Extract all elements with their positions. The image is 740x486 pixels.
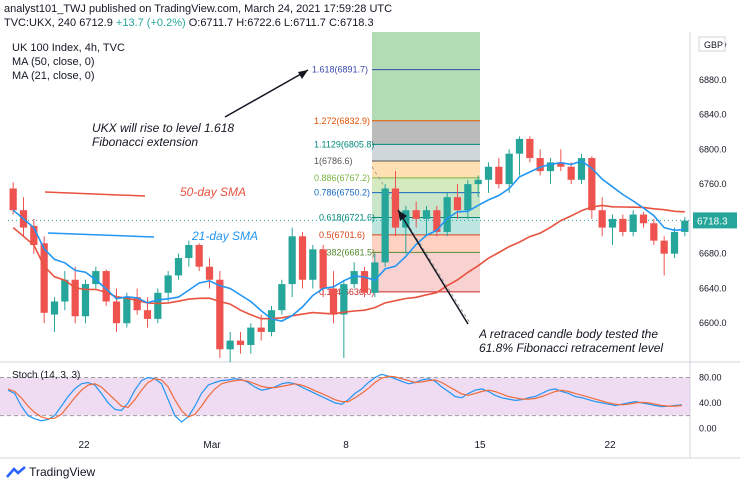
candle-body (671, 232, 678, 254)
stoch-tick-label: 80.00 (699, 372, 722, 382)
candle-body (433, 210, 440, 232)
candle-body (258, 328, 265, 332)
candle-body (206, 267, 213, 280)
candle-body (175, 258, 182, 275)
candle-body (506, 154, 513, 184)
candle-body (650, 223, 657, 240)
candle-body (299, 236, 306, 279)
chart-legend: UK 100 Index, 4h, TVC MA (50, close, 0) … (12, 41, 125, 83)
footer: TradingView (0, 458, 740, 486)
price-tick-label: 6800.0 (699, 144, 727, 154)
candle-body (309, 249, 316, 279)
time-tick-label: 15 (474, 440, 486, 451)
price-tick-label: 6680.0 (699, 249, 727, 259)
stoch-title: Stoch (14, 3, 3) (12, 370, 80, 381)
fib-label: 0.886(6767.2) (314, 173, 370, 183)
candle-body (247, 328, 254, 345)
legend-ma21: MA (21, close, 0) (12, 69, 125, 83)
candle-body (51, 301, 58, 314)
candle-body (516, 139, 523, 154)
price-tick-label: 6640.0 (699, 283, 727, 293)
candle-body (464, 184, 471, 210)
fib-label: 1.1129(6805.8) (314, 139, 374, 149)
fib-label: 0.382(6681.5) (319, 247, 375, 257)
fib-zone-1272 (372, 121, 480, 145)
candle-body (444, 197, 451, 232)
fib-label: 1.618(6891.7) (312, 65, 368, 75)
candle-body (196, 245, 203, 267)
price-tick-label: 6840.0 (699, 110, 727, 120)
price-tick-label: 6880.0 (699, 75, 727, 85)
time-tick-label: Mar (203, 440, 221, 451)
candle-body (154, 293, 161, 319)
fib-label: 0.618(6721.6) (319, 213, 375, 223)
annotation-retrace: A retraced candle body tested the 61.8% … (479, 327, 679, 357)
fib-zone-1 (372, 161, 480, 178)
time-tick-label: 22 (78, 440, 90, 451)
candle-body (599, 210, 606, 227)
candle-body (423, 210, 430, 219)
candle-body (340, 284, 347, 314)
candle-body (392, 188, 399, 227)
candle-body (320, 249, 327, 288)
candle-body (640, 215, 647, 224)
candle-body (289, 236, 296, 284)
fib-zone-top (372, 32, 480, 121)
fib-label: 0.786(6750.2) (314, 188, 370, 198)
price-tick-label: 6600.0 (699, 318, 727, 328)
fib-label: 0.5(6701.6) (319, 230, 365, 240)
fib-zone-1129 (372, 144, 480, 161)
candle-body (619, 219, 626, 232)
candle-body (609, 219, 616, 228)
fib-label: 1.272(6832.9) (314, 116, 370, 126)
currency-label: GBP (704, 40, 723, 50)
legend-title: UK 100 Index, 4h, TVC (12, 41, 125, 55)
candle-body (268, 310, 275, 332)
tradingview-logo[interactable]: TradingView (6, 464, 95, 479)
tradingview-brand: TradingView (29, 465, 95, 479)
stoch-tick-label: 0.00 (699, 423, 717, 433)
candle-body (41, 243, 48, 313)
annotation-rise: UKX will rise to level 1.618 Fibonacci e… (92, 121, 287, 149)
tradingview-icon (6, 466, 26, 478)
candle-body (123, 297, 130, 323)
candle-body (144, 310, 151, 319)
candle-body (630, 215, 637, 232)
fib-label: 1(6786.6) (314, 156, 353, 166)
time-tick-label: 22 (604, 440, 616, 451)
candle-body (237, 341, 244, 345)
legend-ma50: MA (50, close, 0) (12, 55, 125, 69)
candle-body (113, 301, 120, 323)
annotation-sma21: 21-day SMA (192, 229, 258, 243)
candle-body (216, 280, 223, 350)
annotation-sma50: 50-day SMA (180, 185, 246, 199)
last-price-label: 6718.3 (697, 216, 728, 227)
candle-body (330, 288, 337, 314)
time-tick-label: 8 (343, 440, 349, 451)
candle-body (568, 167, 575, 180)
candle-body (165, 275, 172, 292)
candle-body (278, 284, 285, 310)
candle-body (361, 271, 368, 293)
stoch-tick-label: 40.00 (699, 398, 722, 408)
candle-body (413, 210, 420, 219)
candle-body (475, 180, 482, 184)
candle-body (227, 341, 234, 350)
candle-body (485, 167, 492, 180)
candle-body (10, 188, 17, 210)
price-tick-label: 6760.0 (699, 179, 727, 189)
candle-body (526, 139, 533, 158)
candle-body (495, 167, 502, 184)
candle-body (661, 241, 668, 254)
candle-body (185, 245, 192, 258)
candle-body (454, 197, 461, 210)
candle-body (382, 188, 389, 262)
